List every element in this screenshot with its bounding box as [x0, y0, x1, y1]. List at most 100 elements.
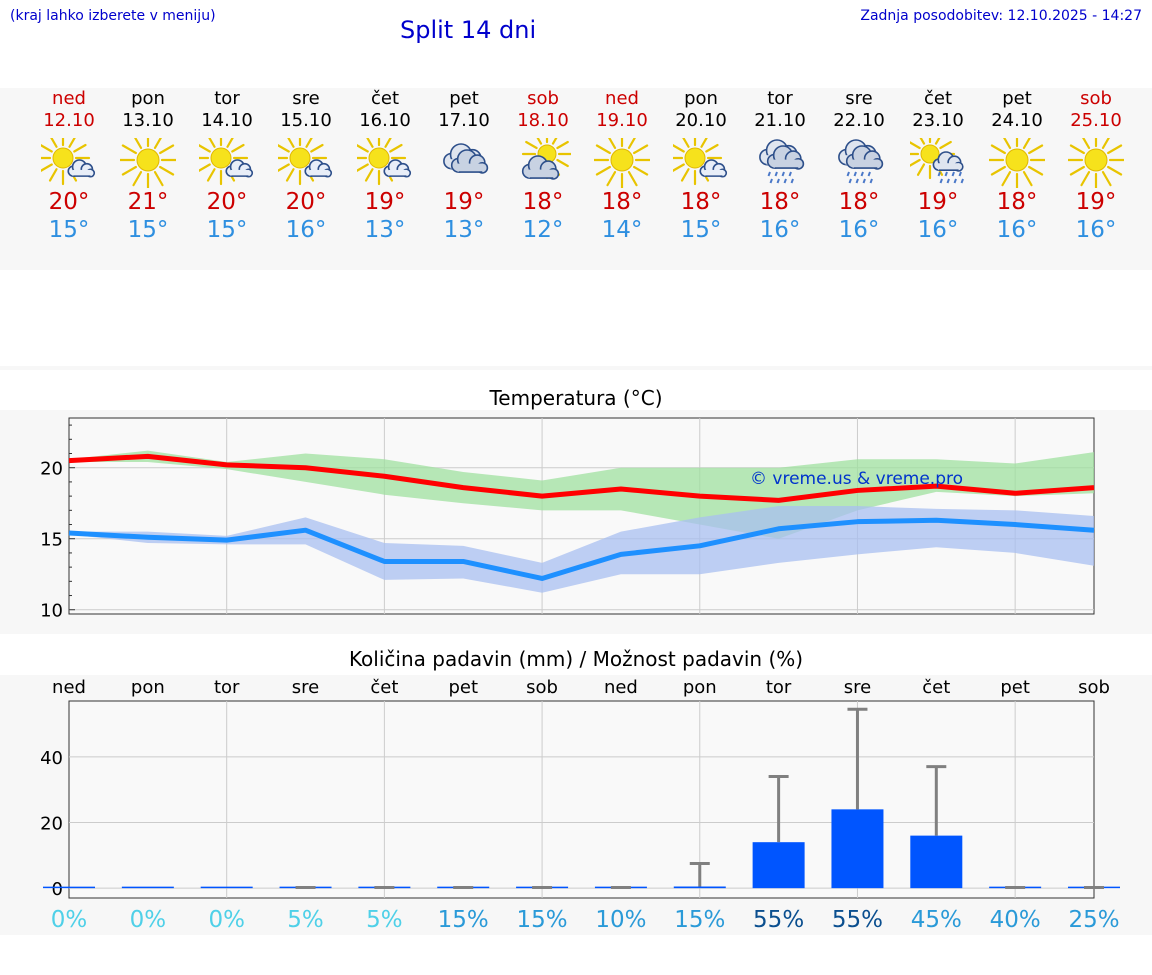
- day-tmin: 16°: [838, 217, 880, 243]
- day-column: čet 16.10 19° 13°: [345, 88, 425, 244]
- precip-probability: 55%: [753, 907, 804, 933]
- precipitation-chart: 0 20 40 ned pon tor sre čet pet sob ned pon tor sre če…: [40, 677, 1120, 933]
- day-date: 14.10: [201, 110, 253, 131]
- day-tmax: 18°: [838, 189, 880, 215]
- day-date: 24.10: [991, 110, 1043, 131]
- precip-probability: 0%: [208, 907, 245, 933]
- temperature-chart: 10 15 20 © vreme.us & vreme.pro: [40, 417, 1095, 622]
- day-tmax: 18°: [996, 189, 1038, 215]
- temperature-chart-title: Temperatura (°C): [489, 386, 663, 410]
- day-date: 15.10: [280, 110, 332, 131]
- precip-probability: 0%: [51, 907, 88, 933]
- precip-probability: 0%: [130, 907, 167, 933]
- y-tick-label: 20: [40, 813, 63, 834]
- day-tmin: 16°: [996, 217, 1038, 243]
- precip-probability: 25%: [1068, 907, 1119, 933]
- day-column: pet 17.10 19° 13°: [424, 88, 504, 244]
- day-tmin: 15°: [48, 217, 90, 243]
- day-tmin: 15°: [680, 217, 722, 243]
- day-column: ned 19.10 18° 14°: [582, 88, 662, 244]
- x-category-label: pon: [683, 677, 717, 698]
- day-tmin: 12°: [522, 217, 564, 243]
- day-date: 19.10: [596, 110, 648, 131]
- precip-bar: [752, 842, 805, 889]
- day-date: 21.10: [754, 110, 806, 131]
- menu-hint: (kraj lahko izberete v meniju): [10, 8, 216, 24]
- x-category-label: pet: [1000, 677, 1030, 698]
- y-tick-label: 0: [52, 879, 63, 900]
- x-category-label: sob: [526, 677, 558, 698]
- x-category-label: sre: [292, 677, 319, 698]
- precip-bar: [910, 835, 963, 889]
- x-category-label: čet: [922, 677, 950, 698]
- x-category-label: pet: [448, 677, 478, 698]
- day-date: 22.10: [833, 110, 885, 131]
- day-name: ned: [605, 88, 639, 109]
- daily-forecast: ned 12.10 20° 15° pon 13.10 21° 15° tor 14.10 20° 1…: [0, 88, 1152, 258]
- day-name: pet: [449, 88, 479, 109]
- day-name: pon: [131, 88, 165, 109]
- day-name: sob: [527, 88, 559, 109]
- sun-icon: [989, 138, 1045, 188]
- day-tmin: 15°: [127, 217, 169, 243]
- precip-probability: 55%: [832, 907, 883, 933]
- day-column: pon 13.10 21° 15°: [108, 88, 188, 244]
- day-column: tor 14.10 20° 15°: [187, 88, 267, 244]
- rain-cloud-icon: [838, 139, 884, 184]
- precip-bar: [43, 886, 95, 889]
- x-category-label: sob: [1078, 677, 1110, 698]
- day-date: 18.10: [517, 110, 569, 131]
- y-tick-label: 20: [40, 459, 63, 480]
- page-title: Split 14 dni: [400, 16, 537, 44]
- precip-probability: 40%: [990, 907, 1041, 933]
- day-tmax: 19°: [917, 189, 959, 215]
- y-tick-label: 10: [40, 601, 63, 622]
- tmin-range-band: [69, 506, 1094, 593]
- day-tmin: 16°: [759, 217, 801, 243]
- precip-probability: 15%: [674, 907, 725, 933]
- precip-probability: 10%: [595, 907, 646, 933]
- day-tmax: 18°: [522, 189, 564, 215]
- precip-bar: [121, 886, 174, 889]
- day-tmax: 20°: [285, 189, 327, 215]
- day-name: tor: [214, 88, 240, 109]
- cloudy-icon: [443, 143, 489, 174]
- x-category-label: ned: [52, 677, 86, 698]
- precip-bar: [200, 886, 253, 889]
- day-name: ned: [52, 88, 86, 109]
- day-tmin: 14°: [601, 217, 643, 243]
- sun-icon: [1068, 138, 1124, 188]
- sun-partly-cloudy-icon: [199, 138, 254, 186]
- precip-probability: 5%: [366, 907, 403, 933]
- day-name: pet: [1002, 88, 1032, 109]
- sun-icon: [594, 138, 650, 188]
- day-tmax: 18°: [601, 189, 643, 215]
- separator: [0, 366, 1152, 370]
- forecast-band: [0, 88, 1152, 270]
- x-category-label: ned: [604, 677, 638, 698]
- last-updated: Zadnja posodobitev: 12.10.2025 - 14:27: [860, 8, 1142, 24]
- day-date: 13.10: [122, 110, 174, 131]
- day-name: sob: [1080, 88, 1112, 109]
- day-column: ned 12.10 20° 15°: [29, 88, 109, 244]
- sun-partly-cloudy-icon: [673, 138, 728, 186]
- day-date: 25.10: [1070, 110, 1122, 131]
- day-name: pon: [684, 88, 718, 109]
- x-category-label: čet: [370, 677, 398, 698]
- day-column: pon 20.10 18° 15°: [661, 88, 741, 244]
- x-category-label: tor: [214, 677, 240, 698]
- day-tmin: 16°: [917, 217, 959, 243]
- day-column: sob 18.10 18° 12°: [503, 88, 583, 244]
- day-name: sre: [845, 88, 873, 109]
- x-category-label: pon: [131, 677, 165, 698]
- x-category-label: tor: [766, 677, 792, 698]
- sun-icon: [120, 138, 176, 188]
- day-date: 20.10: [675, 110, 727, 131]
- sun-rain-icon: [910, 138, 964, 184]
- tmax-line: [68, 453, 1095, 503]
- y-tick-label: 40: [40, 748, 63, 769]
- day-tmin: 13°: [364, 217, 406, 243]
- day-column: sob 25.10 19° 16°: [1056, 88, 1136, 244]
- day-date: 12.10: [43, 110, 95, 131]
- day-tmin: 16°: [285, 217, 327, 243]
